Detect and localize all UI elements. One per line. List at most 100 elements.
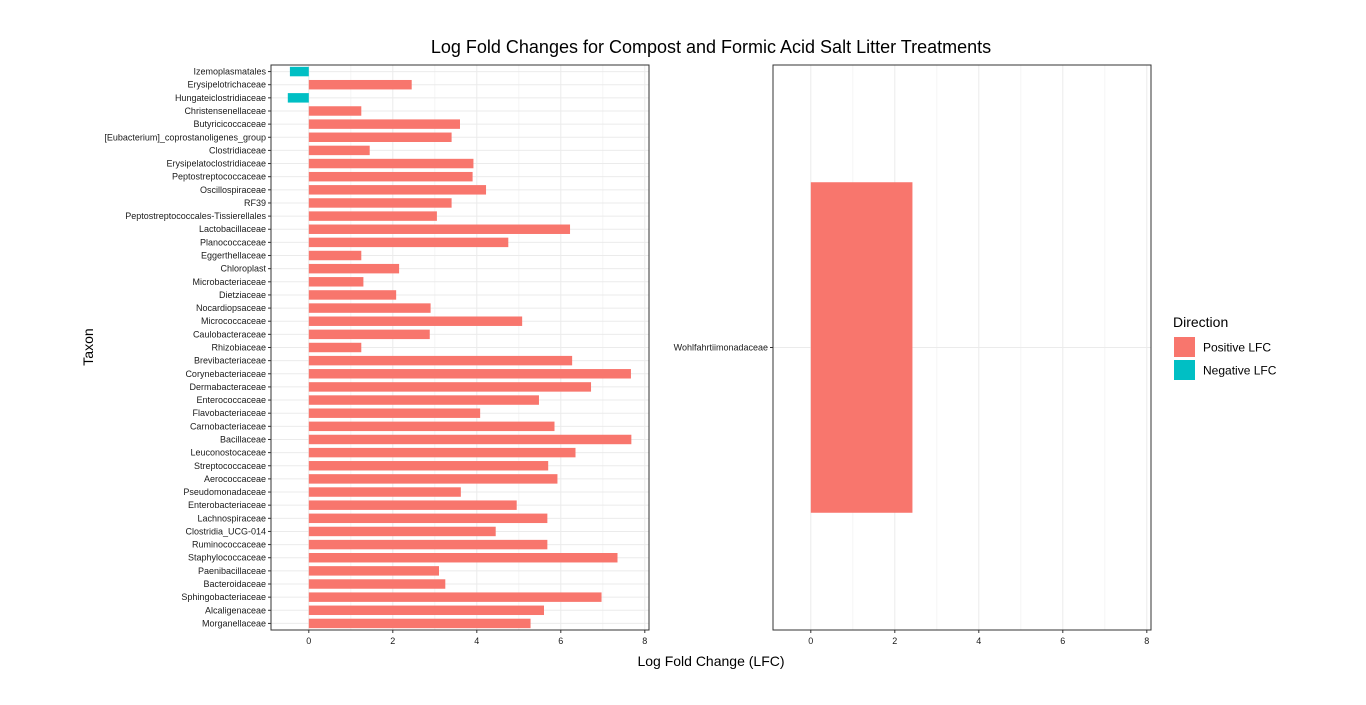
- category-label: Carnobacteriaceae: [190, 421, 266, 431]
- bar-peptostreptococcales-tissierellales: [308, 211, 437, 221]
- category-label: RF39: [244, 198, 266, 208]
- bar-enterococcaceae: [308, 395, 539, 405]
- y-axis-title: Taxon: [80, 328, 96, 365]
- x-tick-label: 4: [976, 636, 981, 646]
- category-label: Paenibacillaceae: [198, 566, 266, 576]
- category-label: Caulobacteraceae: [193, 329, 266, 339]
- bar-caulobacteraceae: [308, 329, 430, 340]
- legend-label: Positive LFC: [1203, 341, 1271, 355]
- bar-micrococcaceae: [308, 316, 523, 326]
- category-label: Enterococcaceae: [196, 395, 266, 405]
- bar-izemoplasmatales: [289, 66, 309, 77]
- legend-key-positive: [1174, 337, 1195, 357]
- chart-title: Log Fold Changes for Compost and Formic …: [431, 37, 991, 57]
- bar-oscillospiraceae: [308, 185, 487, 195]
- category-label: Erysipelatoclostridiaceae: [166, 159, 266, 169]
- category-label: Christensenellaceae: [184, 106, 266, 116]
- bar-bacillaceae: [308, 434, 632, 445]
- category-label: Lactobacillaceae: [199, 224, 266, 234]
- category-label: Clostridia_UCG-014: [185, 526, 266, 536]
- panel-border: [270, 64, 650, 631]
- category-label: Hungateiclostridiaceae: [175, 93, 266, 103]
- category-label: Bacillaceae: [220, 434, 266, 444]
- panel-left: Izemoplasmatales Erysipelotrichaceae Hunga…: [104, 64, 650, 646]
- bar-wohlfahrtiimonadaceae: [810, 182, 913, 513]
- bar-eggerthellaceae: [308, 250, 362, 261]
- bar-morganellaceae: [308, 618, 531, 629]
- bar-enterobacteriaceae: [308, 500, 517, 510]
- x-tick-label: 6: [558, 636, 563, 646]
- x-tick-label: 0: [808, 636, 813, 646]
- category-label: Pseudomonadaceae: [183, 487, 266, 497]
- bar-lachnospiraceae: [308, 513, 548, 524]
- category-label: Lachnospiraceae: [197, 513, 266, 523]
- category-label: Bacteroidaceae: [203, 579, 266, 589]
- category-label: Clostridiaceae: [209, 145, 266, 155]
- category-label: Rhizobiaceae: [211, 343, 266, 353]
- x-tick-label: 8: [642, 636, 647, 646]
- category-label: Izemoplasmatales: [193, 67, 266, 77]
- bar-rf39: [308, 198, 452, 208]
- category-label: Aerococcaceae: [204, 474, 266, 484]
- bar-peptostreptococcaceae: [308, 171, 473, 182]
- bar-pseudomonadaceae: [308, 487, 461, 497]
- x-axis-title: Log Fold Change (LFC): [637, 653, 784, 669]
- x-tick-label: 4: [474, 636, 479, 646]
- category-label: Leuconostocaceae: [190, 448, 266, 458]
- legend-key-negative: [1174, 360, 1195, 380]
- bar-dermabacteraceae: [308, 382, 592, 392]
- bar-nocardiopsaceae: [308, 303, 431, 313]
- category-label: Wohlfahrtiimonadaceae: [674, 343, 768, 353]
- bar-staphylococcaceae: [308, 553, 618, 563]
- category-label: Butyricicoccaceae: [193, 119, 266, 129]
- bar-bacteroidaceae: [308, 579, 446, 589]
- x-tick-label: 2: [892, 636, 897, 646]
- bar-aerococcaceae: [308, 474, 558, 484]
- bar-chloroplast: [308, 263, 400, 274]
- category-label: Dermabacteraceae: [189, 382, 266, 392]
- bar-microbacteriaceae: [308, 277, 364, 287]
- x-tick-label: 6: [1060, 636, 1065, 646]
- category-label: Planococcaceae: [200, 237, 266, 247]
- bar-lactobacillaceae: [308, 224, 571, 234]
- bar-brevibacteriaceae: [308, 355, 573, 366]
- category-label: Ruminococcaceae: [192, 540, 266, 550]
- bar-hungateiclostridiaceae: [287, 93, 309, 103]
- category-label: Nocardiopsaceae: [196, 303, 266, 313]
- category-label: Chloroplast: [220, 264, 266, 274]
- bar-ruminococcaceae: [308, 539, 548, 550]
- category-label: Staphylococcaceae: [188, 553, 266, 563]
- bar-sphingobacteriaceae: [308, 592, 602, 602]
- legend-title: Direction: [1173, 314, 1228, 330]
- x-tick-label: 8: [1144, 636, 1149, 646]
- bar-streptococcaceae: [308, 461, 549, 471]
- category-label: Brevibacteriaceae: [194, 356, 266, 366]
- bar-alcaligenaceae: [308, 605, 544, 616]
- bar-planococcaceae: [308, 237, 509, 248]
- bar-clostridiaceae: [308, 145, 370, 156]
- category-label: Sphingobacteriaceae: [181, 592, 266, 602]
- category-label: Oscillospiraceae: [200, 185, 266, 195]
- bar-carnobacteriaceae: [308, 421, 555, 432]
- category-label: Eggerthellaceae: [201, 251, 266, 261]
- category-label: Microbacteriaceae: [192, 277, 266, 287]
- bar-flavobacteriaceae: [308, 408, 481, 418]
- category-label: Corynebacteriaceae: [185, 369, 266, 379]
- bar-christensenellaceae: [308, 106, 362, 116]
- bar-butyricicoccaceae: [308, 119, 460, 129]
- bar-eubacterium-coprostanoligenes-group: [308, 132, 452, 142]
- category-label: Dietziaceae: [219, 290, 266, 300]
- category-label: Peptostreptococcaceae: [172, 172, 266, 182]
- bar-erysipelatoclostridiaceae: [308, 158, 474, 169]
- category-label: Morganellaceae: [202, 618, 266, 628]
- panel-right: Wohlfahrtiimonadaceae 0 2 4 6 8: [674, 64, 1152, 646]
- category-label: Enterobacteriaceae: [188, 500, 266, 510]
- x-tick-label: 2: [390, 636, 395, 646]
- bar-rhizobiaceae: [308, 342, 362, 353]
- category-label: [Eubacterium]_coprostanoligenes_group: [104, 132, 266, 142]
- bar-dietziaceae: [308, 290, 397, 300]
- x-tick-label: 0: [306, 636, 311, 646]
- category-label: Micrococcaceae: [201, 316, 266, 326]
- category-label: Erysipelotrichaceae: [187, 80, 266, 90]
